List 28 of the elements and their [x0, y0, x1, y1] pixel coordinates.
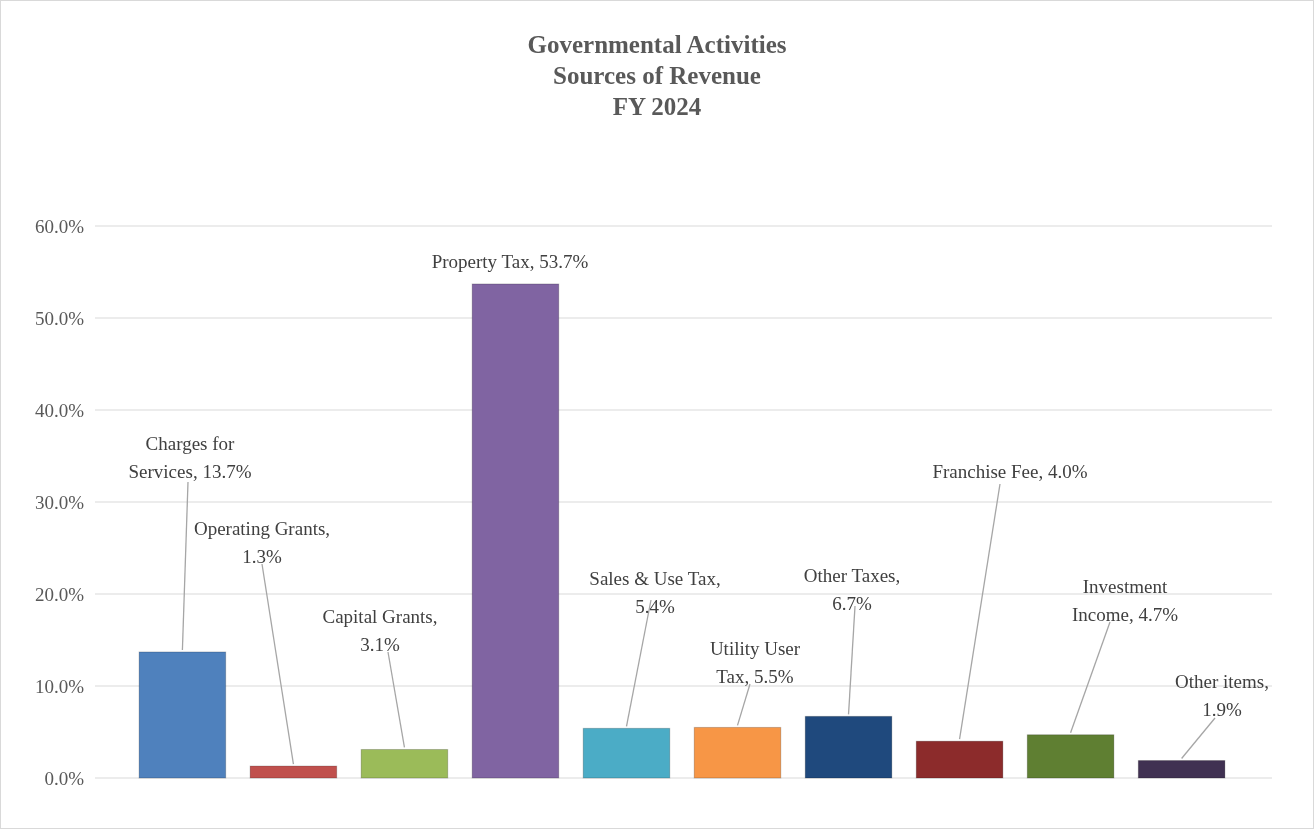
bar [360, 748, 449, 779]
bar [915, 740, 1004, 779]
y-tick-label: 20.0% [34, 583, 85, 605]
bar [582, 727, 671, 779]
bar [693, 726, 782, 779]
bar [804, 715, 893, 779]
bar [138, 651, 227, 779]
chart-title: Governmental Activities Sources of Revenue FY 2024 [527, 31, 787, 120]
bar [1137, 760, 1226, 779]
y-tick-label: 50.0% [34, 307, 85, 329]
data-label: Franchise Fee, 4.0% [932, 461, 1088, 482]
data-label: Other items, 1.9% [1175, 671, 1269, 720]
y-tick-label: 10.0% [34, 675, 85, 697]
data-label: Operating Grants, 1.3% [193, 518, 331, 567]
y-tick-label: 60.0% [34, 215, 85, 237]
data-label: Charges for Services, 13.7% [128, 433, 252, 482]
y-tick-label: 30.0% [34, 491, 85, 513]
data-label: Sales & Use Tax, 5.4% [589, 568, 721, 617]
data-label: Property Tax, 53.7% [431, 251, 589, 272]
data-label: Utility User Tax, 5.5% [709, 638, 801, 687]
data-label: Capital Grants, 3.1% [322, 606, 438, 655]
data-label: Other Taxes, 6.7% [803, 565, 901, 614]
y-tick-label: 40.0% [34, 399, 85, 421]
data-label: Investment Income, 4.7% [1071, 576, 1179, 625]
bar [1026, 734, 1115, 779]
y-tick-label: 0.0% [44, 767, 85, 789]
bar [471, 283, 560, 779]
bar [249, 765, 338, 779]
